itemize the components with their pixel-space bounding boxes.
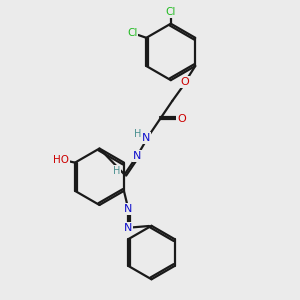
Text: H: H	[134, 129, 142, 139]
Text: N: N	[124, 204, 133, 214]
Text: Cl: Cl	[166, 8, 176, 17]
Text: N: N	[133, 151, 141, 161]
Text: O: O	[177, 114, 186, 124]
Text: Cl: Cl	[127, 28, 137, 38]
Text: HO: HO	[53, 155, 69, 165]
Text: H: H	[112, 166, 120, 176]
Text: N: N	[124, 223, 133, 233]
Text: O: O	[181, 77, 189, 87]
Text: N: N	[142, 133, 150, 143]
